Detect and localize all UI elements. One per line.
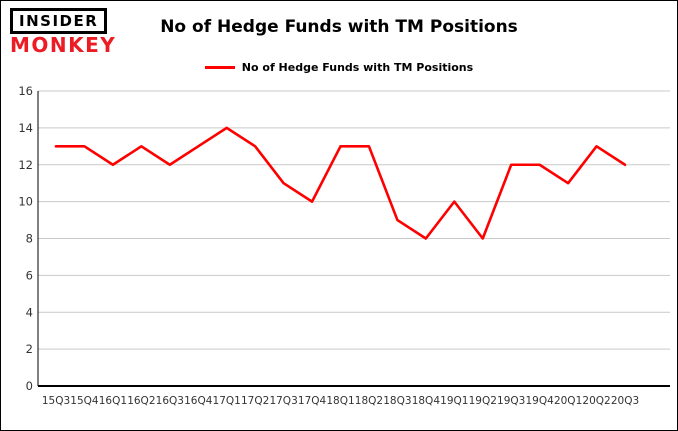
x-axis-tick-label: 20Q2: [582, 395, 610, 407]
x-axis-tick-label: 15Q4: [70, 395, 99, 407]
y-axis-tick-label: 10: [18, 195, 33, 209]
y-axis-tick-label: 4: [26, 305, 33, 319]
legend-label: No of Hedge Funds with TM Positions: [241, 61, 474, 74]
chart-title: No of Hedge Funds with TM Positions: [160, 17, 518, 37]
x-axis-tick-label: 19Q4: [525, 395, 554, 407]
x-axis-tick-label: 16Q2: [127, 395, 155, 407]
y-axis-tick-label: 12: [18, 158, 33, 172]
x-axis-tick-label: 16Q3: [156, 395, 184, 407]
x-axis-tick-label: 17Q1: [213, 395, 241, 407]
x-axis-tick-label: 18Q4: [412, 395, 441, 407]
x-axis-tick-label: 20Q3: [611, 395, 639, 407]
x-axis-tick-label: 15Q3: [42, 395, 70, 407]
x-axis-tick-label: 19Q3: [497, 395, 525, 407]
x-axis-tick-label: 18Q3: [383, 395, 411, 407]
insider-monkey-logo: INSIDER MONKEY: [10, 8, 116, 57]
x-axis-tick-label: 17Q2: [241, 395, 269, 407]
legend: No of Hedge Funds with TM Positions: [1, 61, 677, 74]
x-axis-tick-label: 18Q1: [326, 395, 354, 407]
y-axis-tick-label: 0: [26, 379, 33, 393]
y-axis-tick-label: 2: [26, 342, 33, 356]
x-axis-tick-label: 17Q4: [298, 395, 327, 407]
y-axis-tick-label: 8: [26, 232, 33, 246]
x-axis-tick-label: 16Q4: [184, 395, 213, 407]
x-axis-tick-label: 18Q2: [355, 395, 383, 407]
y-axis-tick-label: 6: [26, 268, 33, 282]
series-line-tm: [54, 126, 627, 240]
x-axis-tick-label: 19Q1: [440, 395, 468, 407]
legend-line-marker: [204, 66, 235, 69]
logo-monkey-text: MONKEY: [10, 33, 117, 57]
x-axis-tick-label: 20Q1: [554, 395, 582, 407]
logo-insider-text: INSIDER: [10, 8, 108, 34]
x-axis-tick-label: 16Q1: [99, 395, 127, 407]
x-axis-tick-label: 17Q3: [269, 395, 297, 407]
y-axis-tick-label: 14: [18, 121, 33, 135]
x-axis-tick-label: 19Q2: [469, 395, 497, 407]
y-axis-tick-label: 16: [18, 84, 33, 98]
